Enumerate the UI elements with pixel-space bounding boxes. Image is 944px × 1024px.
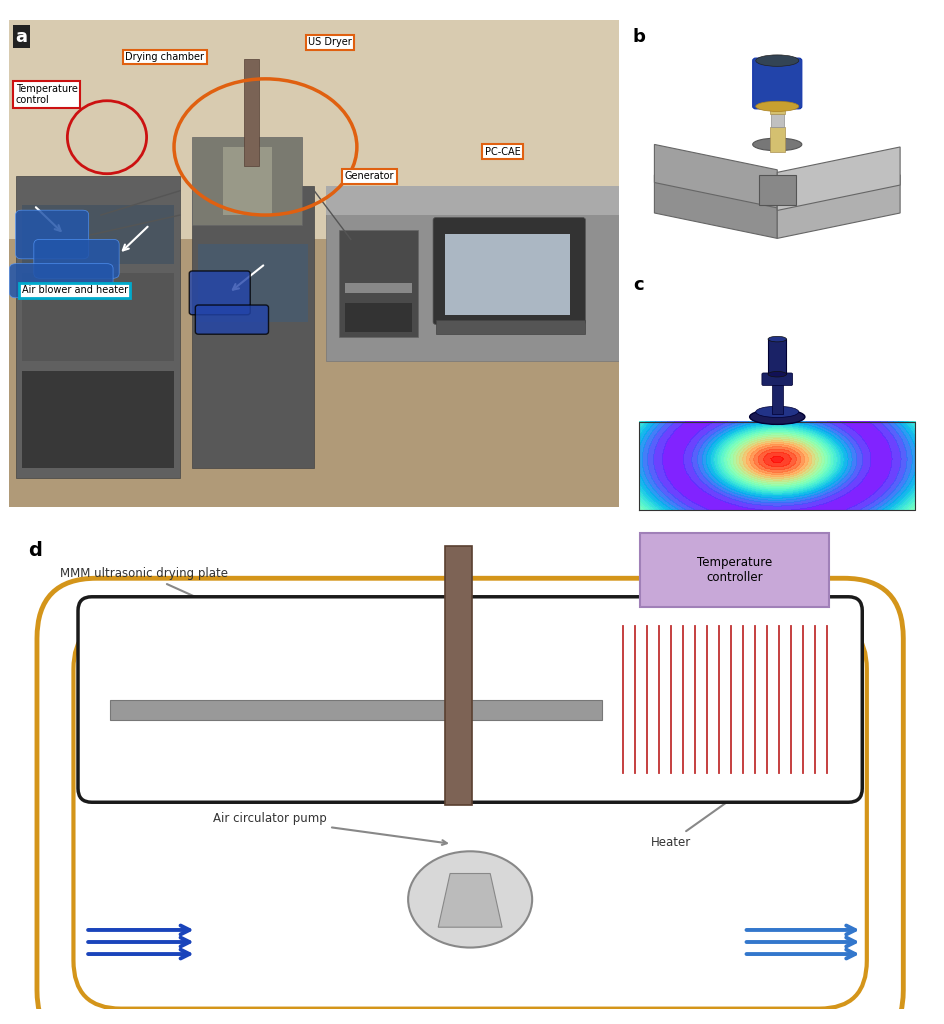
Ellipse shape <box>755 407 798 418</box>
Text: Drying chamber: Drying chamber <box>126 52 204 62</box>
Bar <box>338 229 417 337</box>
Bar <box>345 303 412 332</box>
Bar <box>110 699 601 720</box>
Bar <box>768 127 784 152</box>
Polygon shape <box>653 144 776 208</box>
Bar <box>345 283 412 293</box>
Bar <box>326 186 618 215</box>
Ellipse shape <box>755 55 798 67</box>
Bar <box>192 137 302 225</box>
Bar <box>22 371 174 468</box>
Text: Temperature
controller: Temperature controller <box>697 556 771 584</box>
Bar <box>244 59 259 167</box>
Polygon shape <box>776 175 899 239</box>
Bar <box>769 114 784 127</box>
FancyBboxPatch shape <box>189 271 250 314</box>
FancyBboxPatch shape <box>15 210 89 259</box>
Text: d: d <box>27 542 42 560</box>
FancyBboxPatch shape <box>432 217 585 325</box>
Bar <box>198 244 308 322</box>
Text: Heater: Heater <box>650 780 757 849</box>
Bar <box>435 319 585 334</box>
Polygon shape <box>653 175 776 239</box>
Bar <box>767 339 785 374</box>
Bar <box>15 176 180 477</box>
Bar <box>444 546 471 805</box>
FancyBboxPatch shape <box>639 532 829 607</box>
Text: US Dryer: US Dryer <box>308 37 351 47</box>
Ellipse shape <box>767 336 785 342</box>
FancyBboxPatch shape <box>78 597 861 802</box>
Ellipse shape <box>751 138 801 151</box>
Polygon shape <box>438 873 501 927</box>
Polygon shape <box>776 147 899 211</box>
FancyBboxPatch shape <box>751 58 801 109</box>
Ellipse shape <box>767 372 785 377</box>
FancyBboxPatch shape <box>195 305 268 334</box>
Text: PC-CAE: PC-CAE <box>484 146 520 157</box>
Bar <box>9 20 618 240</box>
FancyBboxPatch shape <box>34 240 119 279</box>
FancyBboxPatch shape <box>761 373 792 385</box>
Bar <box>9 240 618 507</box>
Bar <box>758 175 795 206</box>
Bar <box>615 625 830 774</box>
FancyBboxPatch shape <box>9 264 113 298</box>
Bar <box>223 146 271 215</box>
Text: Temperature
control: Temperature control <box>15 84 77 105</box>
Bar <box>326 190 618 361</box>
Bar <box>445 234 569 314</box>
Ellipse shape <box>408 851 531 947</box>
Ellipse shape <box>749 410 804 424</box>
Bar <box>22 273 174 361</box>
Bar <box>192 186 313 468</box>
Text: Air circulator pump: Air circulator pump <box>212 812 447 845</box>
Text: a: a <box>15 28 27 46</box>
Bar <box>22 206 174 264</box>
Ellipse shape <box>755 101 798 112</box>
Text: Air blower and heater: Air blower and heater <box>22 286 127 296</box>
Bar <box>771 384 782 415</box>
Bar <box>768 106 784 114</box>
Text: c: c <box>632 276 643 294</box>
Text: MMM ultrasonic drying plate: MMM ultrasonic drying plate <box>59 567 447 711</box>
Bar <box>445 234 569 314</box>
Text: b: b <box>632 28 645 46</box>
Text: Generator: Generator <box>345 171 394 181</box>
